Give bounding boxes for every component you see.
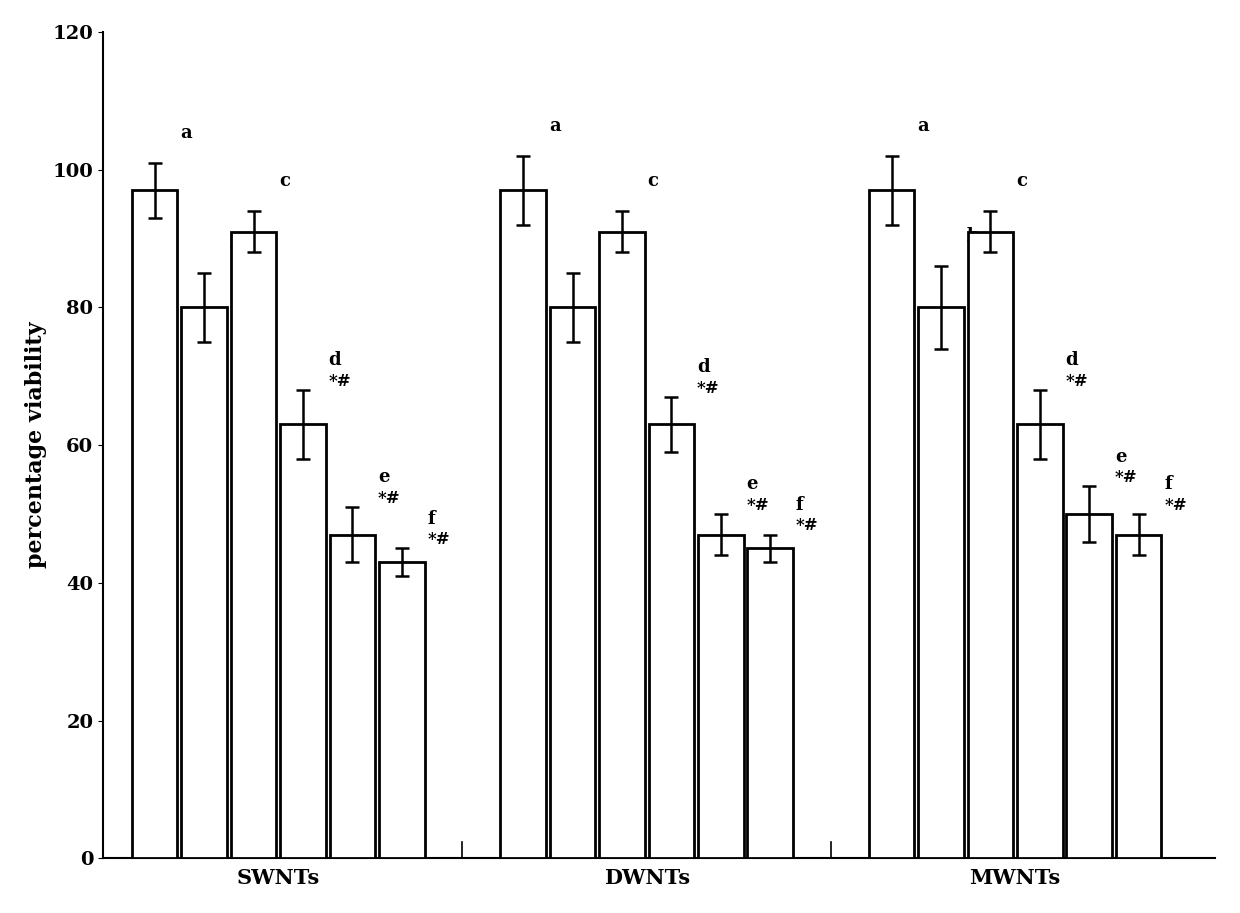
Text: e: e	[378, 468, 389, 487]
Bar	[1066, 514, 1112, 858]
Bar	[967, 232, 1013, 858]
Bar	[330, 535, 376, 858]
Text: *#: *#	[428, 531, 450, 548]
Text: *#: *#	[746, 497, 769, 514]
Text: *#: *#	[378, 490, 401, 507]
Text: a: a	[180, 124, 192, 142]
Bar	[181, 308, 227, 858]
Bar	[748, 549, 792, 858]
Bar	[1116, 535, 1162, 858]
Bar	[1017, 425, 1063, 858]
Bar	[698, 535, 744, 858]
Text: b: b	[967, 227, 980, 246]
Text: c: c	[279, 173, 290, 191]
Text: a: a	[918, 117, 929, 135]
Text: a: a	[549, 117, 560, 135]
Text: *#: *#	[1164, 497, 1187, 514]
Text: *#: *#	[1115, 469, 1137, 487]
Text: *#: *#	[329, 373, 351, 390]
Bar	[131, 191, 177, 858]
Text: *#: *#	[796, 518, 818, 534]
Bar	[599, 232, 645, 858]
Bar	[280, 425, 326, 858]
Text: e: e	[1115, 447, 1126, 466]
Text: b: b	[598, 235, 611, 252]
Text: f: f	[1164, 476, 1172, 493]
Text: c: c	[1016, 173, 1027, 191]
Bar	[231, 232, 277, 858]
Text: b: b	[229, 235, 243, 252]
Text: d: d	[1065, 352, 1078, 370]
Bar	[918, 308, 963, 858]
Text: *#: *#	[1065, 373, 1089, 390]
Text: *#: *#	[697, 380, 719, 397]
Text: e: e	[746, 476, 758, 493]
Bar	[501, 191, 546, 858]
Text: d: d	[329, 352, 341, 370]
Text: f: f	[428, 509, 435, 528]
Text: d: d	[697, 358, 709, 376]
Bar	[379, 562, 424, 858]
Bar	[549, 308, 595, 858]
Text: c: c	[647, 173, 658, 191]
Text: f: f	[796, 496, 804, 514]
Bar	[869, 191, 914, 858]
Y-axis label: percentage viability: percentage viability	[25, 321, 47, 569]
Bar	[649, 425, 694, 858]
